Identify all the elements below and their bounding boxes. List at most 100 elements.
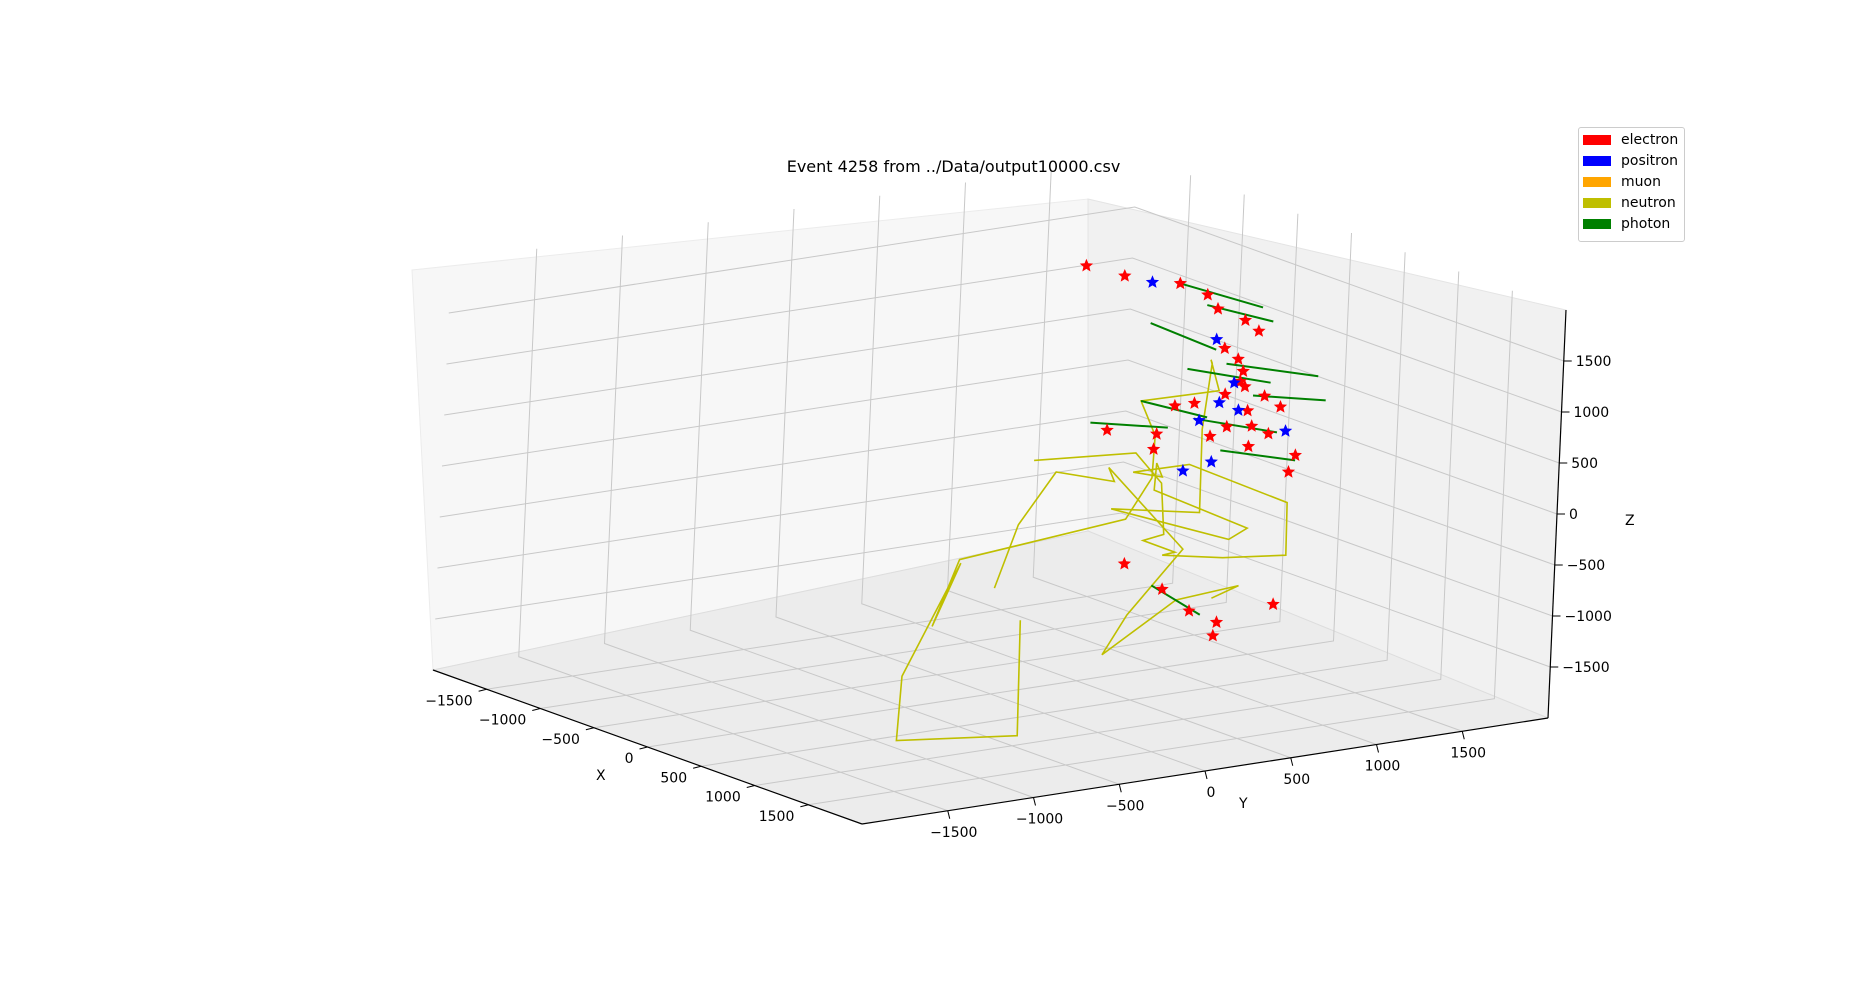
y-tick: [1290, 757, 1294, 766]
z-axis-label: Z: [1625, 513, 1635, 529]
electron-point: [1238, 313, 1253, 326]
legend-label-positron: positron: [1621, 153, 1679, 169]
grid-line-x: [754, 271, 1460, 786]
electron-point: [1117, 556, 1131, 570]
legend-item-electron: electron: [1583, 131, 1678, 149]
electron-point: [1155, 582, 1169, 595]
positron-point: [1227, 375, 1241, 389]
legend-label-neutron: neutron: [1621, 195, 1676, 211]
legend-item-photon: photon: [1583, 215, 1670, 233]
neutron-track: [895, 359, 1288, 742]
z-tick-label: −500: [1567, 558, 1605, 574]
positron-point: [1212, 395, 1226, 409]
electron-point: [1173, 276, 1187, 290]
photon-track: [1090, 421, 1168, 429]
x-tick: [693, 765, 702, 769]
electron-point: [1218, 387, 1232, 400]
electron-point: [1240, 403, 1255, 417]
photon-track: [1226, 362, 1319, 378]
photon-track: [1180, 282, 1264, 309]
x-tick: [746, 785, 755, 788]
electron-point: [1261, 426, 1275, 440]
grid-line-y: [518, 248, 948, 812]
photon-track: [1187, 367, 1271, 384]
positron-point: [1145, 275, 1160, 288]
y-tick: [1118, 784, 1122, 793]
legend-item-muon: muon: [1583, 173, 1661, 191]
electron-point: [1220, 419, 1234, 433]
electron-point: [1150, 427, 1164, 440]
grid-line-z: [437, 461, 1553, 617]
electron-point: [1245, 419, 1259, 432]
y-tick-label: −1000: [1016, 812, 1063, 828]
positron-point: [1204, 454, 1218, 468]
z-tick-label: −1000: [1565, 609, 1612, 625]
grid-line-x: [647, 232, 1352, 748]
electron-point: [1182, 603, 1196, 617]
y-tick: [1204, 770, 1208, 780]
grid-line-y: [861, 195, 1291, 759]
electron-point: [1288, 448, 1302, 461]
grid-line-z: [446, 257, 1562, 413]
y-tick: [1376, 744, 1379, 753]
grid-line-y: [603, 235, 1034, 798]
electron-point: [1203, 429, 1217, 442]
grid-line-x: [593, 213, 1299, 729]
electron-point: [1187, 396, 1202, 409]
z-tick-label: 0: [1569, 507, 1578, 523]
electron-point: [1257, 389, 1272, 402]
legend: electron positron muon neutron photon: [1578, 127, 1685, 242]
grid-line-z: [435, 512, 1551, 668]
legend-label-electron: electron: [1621, 132, 1679, 148]
electron-point: [1079, 258, 1094, 272]
y-tick-label: 1000: [1365, 759, 1401, 775]
positron-point: [1192, 413, 1206, 427]
electron-point: [1236, 364, 1250, 377]
electron-point: [1252, 324, 1266, 337]
x-tick: [532, 708, 541, 711]
grid-line-z: [448, 206, 1564, 362]
electron-point: [1211, 301, 1225, 315]
x-tick-label: −500: [541, 732, 579, 748]
z-tick-label: 1000: [1574, 405, 1610, 421]
positron-point: [1176, 463, 1190, 477]
chart-title: Event 4258 from ../Data/output10000.csv: [786, 157, 1121, 176]
electron-point: [1209, 615, 1224, 628]
y-tick-label: 0: [1207, 785, 1216, 801]
x-axis-label: X: [596, 768, 606, 784]
y-axis-label: Y: [1238, 796, 1248, 812]
photon-track: [1150, 322, 1217, 351]
grid-line-y: [689, 222, 1120, 785]
electron-point: [1118, 269, 1132, 282]
x-tick-label: 1000: [705, 790, 741, 806]
electron-point: [1231, 352, 1245, 365]
electron-point: [1281, 465, 1296, 478]
electron-point: [1266, 597, 1280, 610]
grid-line-x: [486, 175, 1192, 690]
x-tick: [800, 804, 809, 808]
x-tick: [639, 746, 648, 750]
electron-point: [1206, 628, 1220, 642]
electron-point: [1168, 398, 1182, 412]
electron-point: [1100, 423, 1114, 436]
y-tick-label: 500: [1283, 772, 1310, 788]
legend-swatch-photon: [1583, 219, 1611, 229]
grid-line-x: [808, 290, 1513, 806]
x-tick: [478, 688, 487, 692]
y-tick-label: 1500: [1450, 745, 1486, 761]
z-tick-label: 500: [1571, 456, 1598, 472]
x-tick: [585, 727, 594, 731]
electron-point: [1218, 341, 1232, 354]
legend-swatch-neutron: [1583, 198, 1611, 208]
z-tick-label: 1500: [1576, 354, 1612, 370]
x-tick-label: −1000: [479, 713, 526, 729]
grid-line-y: [775, 208, 1206, 772]
legend-item-neutron: neutron: [1583, 194, 1676, 212]
z-tick-label: −1500: [1562, 660, 1609, 676]
legend-label-photon: photon: [1621, 216, 1671, 232]
grid-line-z: [441, 359, 1558, 515]
x-tick-label: 0: [625, 751, 634, 767]
y-tick: [1033, 797, 1036, 806]
electron-point: [1201, 287, 1215, 301]
